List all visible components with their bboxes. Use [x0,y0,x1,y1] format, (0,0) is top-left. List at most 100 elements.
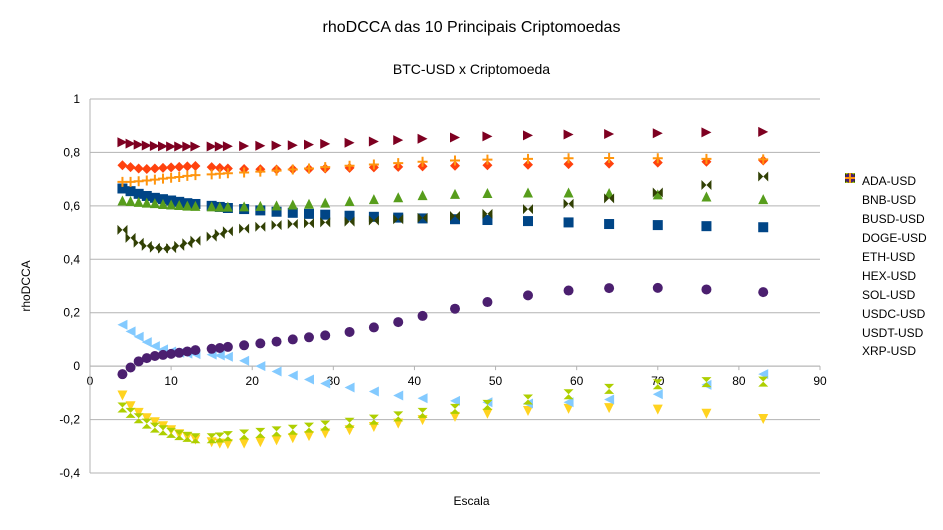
point-doge-usd [701,191,712,202]
point-bnb-usd [523,159,533,170]
point-usdt-usd [482,297,493,308]
legend-label: HEX-USD [862,268,917,283]
point-usdt-usd [523,290,533,301]
legend-item-hex-usd: HEX-USD [844,173,927,285]
series-hex-usd [117,319,769,409]
point-busd-usd [125,401,136,412]
point-usdc-usd [652,379,663,390]
point-sol-usd [393,214,404,225]
legend-label: XRP-USD [862,344,917,359]
point-sol-usd [523,204,533,215]
point-usdt-usd [255,338,266,349]
series-usdt-usd [117,282,769,380]
point-usdt-usd [701,284,712,295]
point-eth-usd [255,140,266,151]
point-usdt-usd [182,346,193,357]
point-eth-usd [482,131,493,142]
legend-label: BUSD-USD [862,212,925,227]
point-doge-usd [141,197,152,208]
legend-item-busd-usd: BUSD-USD [844,173,927,229]
point-xrp-usd [393,158,404,169]
point-hex-usd [450,395,460,406]
point-eth-usd [701,127,712,138]
legend-label: SOL-USD [862,287,916,302]
point-sol-usd [158,243,168,254]
point-usdc-usd [133,413,144,424]
point-busd-usd [563,403,574,414]
point-busd-usd [141,413,152,424]
point-ada-usd [320,209,331,220]
point-sol-usd [141,240,152,251]
point-ada-usd [417,213,428,224]
point-sol-usd [271,220,282,231]
point-ada-usd [368,211,379,222]
point-xrp-usd [149,174,160,185]
point-xrp-usd [450,155,460,166]
point-xrp-usd [190,170,201,181]
point-sol-usd [117,224,128,235]
point-usdc-usd [320,420,331,431]
point-sol-usd [190,235,201,246]
point-usdc-usd [222,431,233,442]
point-ada-usd [344,210,355,221]
point-xrp-usd [222,168,233,179]
point-busd-usd [523,406,533,417]
x-tick-label: 60 [570,374,584,388]
point-hex-usd [125,326,136,337]
point-hex-usd [304,374,314,385]
point-ada-usd [652,220,663,231]
point-busd-usd [758,414,769,425]
point-sol-usd [652,187,663,198]
point-bnb-usd [182,161,193,172]
point-usdt-usd [758,287,769,298]
point-hex-usd [255,361,266,372]
point-sol-usd [214,228,225,239]
point-busd-usd [149,417,160,428]
y-tick-label: 0,8 [63,145,80,159]
point-xrp-usd [563,153,574,164]
point-xrp-usd [271,165,282,176]
legend-marker-triangle-up [844,173,858,244]
legend-marker-diamond [844,173,858,206]
point-ada-usd [482,215,493,226]
point-hex-usd [222,351,233,362]
point-usdc-usd [174,430,185,441]
point-busd-usd [117,390,128,401]
point-usdc-usd [117,402,128,413]
point-doge-usd [563,187,574,198]
point-xrp-usd [287,164,298,175]
point-eth-usd [239,141,250,152]
point-ada-usd [450,214,460,225]
point-usdc-usd [158,425,168,436]
point-bnb-usd [149,163,160,174]
point-ada-usd [133,188,144,199]
point-usdc-usd [214,432,225,443]
point-eth-usd [158,141,168,152]
point-hex-usd [604,394,615,405]
point-sol-usd [206,231,217,242]
point-doge-usd [190,200,201,211]
point-ada-usd [125,186,136,197]
point-eth-usd [287,140,298,151]
point-doge-usd [482,188,493,199]
point-usdt-usd [563,285,574,296]
point-eth-usd [523,130,533,141]
point-usdc-usd [393,411,404,422]
point-doge-usd [239,201,250,212]
point-usdc-usd [368,414,379,425]
point-eth-usd [304,139,314,150]
point-hex-usd [563,397,574,408]
point-usdt-usd [149,350,160,361]
point-usdt-usd [604,283,615,294]
point-usdc-usd [482,399,493,410]
point-doge-usd [450,188,460,199]
point-xrp-usd [239,167,250,178]
point-eth-usd [417,133,428,144]
point-usdt-usd [344,326,355,337]
point-usdc-usd [182,431,193,442]
point-xrp-usd [652,153,663,164]
point-ada-usd [701,221,712,232]
point-usdt-usd [652,282,663,293]
point-ada-usd [141,190,152,201]
point-xrp-usd [482,154,493,165]
